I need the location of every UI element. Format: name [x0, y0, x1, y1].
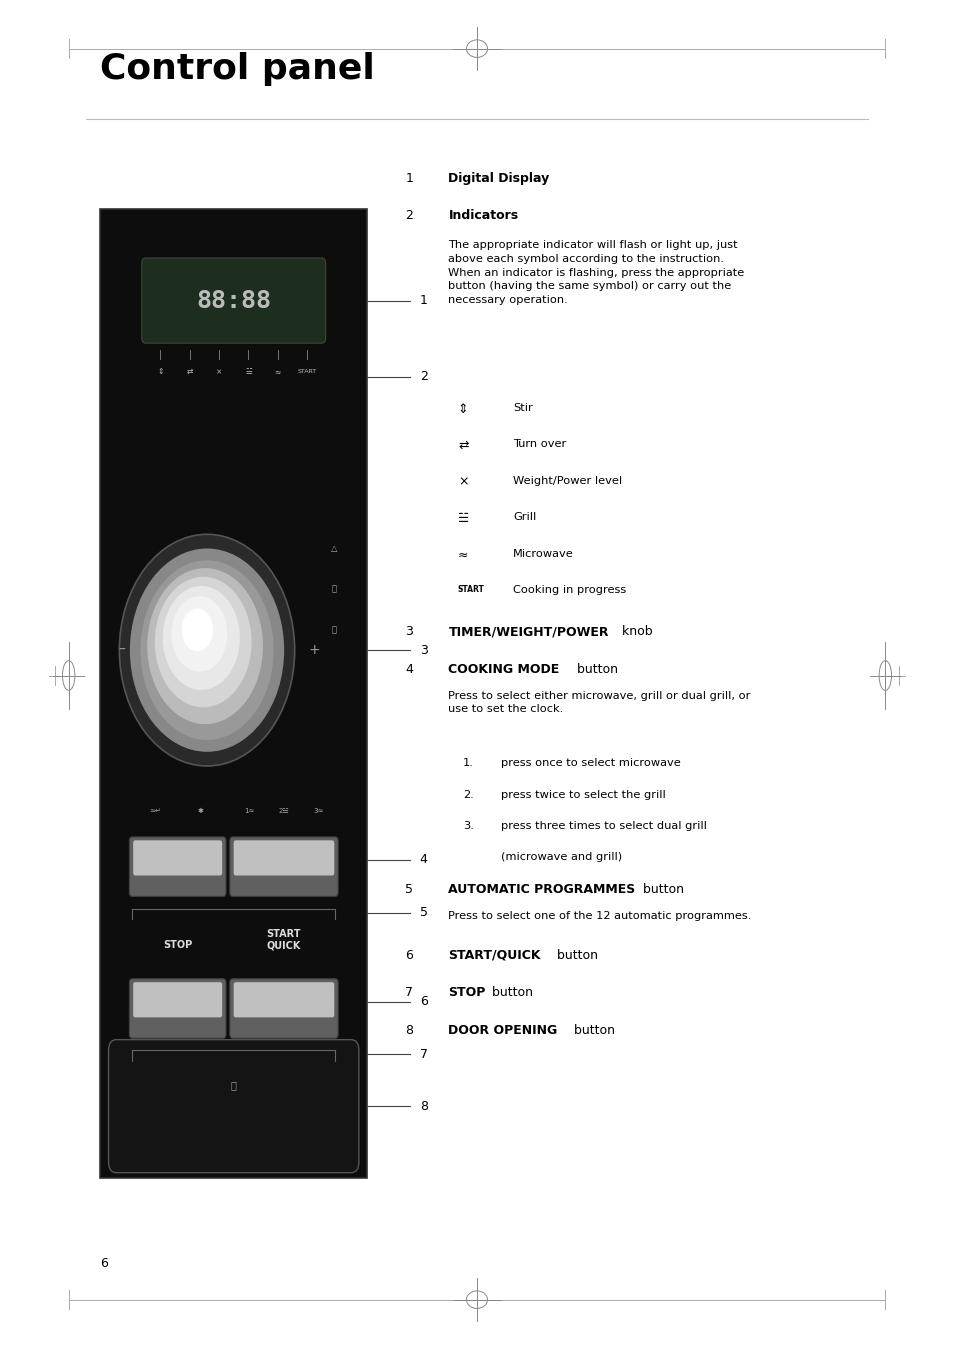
Text: 4: 4: [419, 854, 427, 866]
Bar: [100, 209, 367, 1178]
Bar: [146, 349, 321, 405]
Text: STOP: STOP: [163, 940, 193, 950]
Text: button: button: [488, 986, 533, 1000]
Text: AUTOMATIC PROGRAMMES: AUTOMATIC PROGRAMMES: [448, 882, 635, 896]
Text: 4: 4: [405, 663, 413, 676]
Ellipse shape: [163, 586, 239, 690]
Text: Cooking in progress: Cooking in progress: [513, 585, 626, 594]
FancyBboxPatch shape: [133, 982, 222, 1017]
Text: 7: 7: [405, 986, 413, 1000]
Ellipse shape: [147, 567, 263, 724]
Text: 6: 6: [419, 996, 427, 1008]
Text: ⨯: ⨯: [457, 476, 468, 489]
FancyBboxPatch shape: [230, 836, 337, 896]
Text: Indicators: Indicators: [448, 209, 518, 223]
Text: Weight/Power level: Weight/Power level: [513, 476, 621, 485]
Text: ⇕: ⇕: [457, 403, 468, 416]
Text: 1.: 1.: [462, 758, 473, 769]
Text: –: –: [118, 643, 125, 657]
Text: 3: 3: [419, 643, 427, 657]
FancyBboxPatch shape: [109, 1040, 358, 1173]
Text: 2: 2: [419, 370, 427, 384]
Text: Grill: Grill: [513, 512, 536, 521]
Text: 1: 1: [405, 172, 413, 185]
Text: 8: 8: [405, 1024, 413, 1038]
Text: 7: 7: [419, 1048, 427, 1061]
Text: press three times to select dual grill: press three times to select dual grill: [500, 820, 706, 831]
Text: COOKING MODE: COOKING MODE: [448, 663, 559, 676]
Text: button: button: [639, 882, 683, 896]
Text: STOP: STOP: [448, 986, 485, 1000]
Text: The appropriate indicator will flash or light up, just
above each symbol accordi: The appropriate indicator will flash or …: [448, 240, 744, 305]
Text: Stir: Stir: [513, 403, 533, 412]
FancyBboxPatch shape: [142, 258, 325, 343]
Text: 3≈: 3≈: [313, 808, 323, 815]
Text: Turn over: Turn over: [513, 439, 566, 449]
Text: ⇄: ⇄: [457, 439, 468, 453]
Text: ⇄: ⇄: [186, 366, 193, 376]
Text: Microwave: Microwave: [513, 549, 574, 558]
Text: START
QUICK: START QUICK: [267, 928, 301, 950]
Ellipse shape: [130, 549, 284, 751]
Text: knob: knob: [618, 626, 652, 638]
Text: ⨯: ⨯: [215, 366, 222, 376]
Text: 3.: 3.: [462, 820, 473, 831]
Text: ☱: ☱: [245, 366, 252, 376]
Text: button: button: [573, 663, 618, 676]
Text: 1: 1: [419, 295, 427, 307]
Text: START: START: [457, 585, 484, 594]
Text: press twice to select the grill: press twice to select the grill: [500, 789, 665, 800]
Ellipse shape: [172, 596, 227, 671]
Ellipse shape: [181, 608, 213, 651]
Text: △: △: [331, 544, 336, 554]
Text: ≈↵: ≈↵: [149, 808, 161, 815]
Text: ≈: ≈: [274, 366, 281, 376]
Text: 1≈: 1≈: [244, 808, 254, 815]
Text: START/QUICK: START/QUICK: [448, 948, 540, 962]
Text: 2☱: 2☱: [278, 808, 289, 815]
Text: ⇕: ⇕: [157, 366, 163, 376]
Text: ⏲: ⏲: [331, 585, 336, 594]
Text: 8: 8: [419, 1100, 427, 1113]
Text: 88:88: 88:88: [196, 289, 271, 312]
Text: ⭯: ⭯: [331, 626, 336, 635]
FancyBboxPatch shape: [233, 840, 334, 875]
Text: Control panel: Control panel: [100, 53, 375, 86]
FancyBboxPatch shape: [130, 978, 226, 1038]
Text: button: button: [569, 1024, 614, 1038]
Text: 2: 2: [405, 209, 413, 223]
Text: 6: 6: [405, 948, 413, 962]
Ellipse shape: [140, 561, 274, 740]
Ellipse shape: [154, 577, 252, 708]
FancyBboxPatch shape: [133, 840, 222, 875]
Text: press once to select microwave: press once to select microwave: [500, 758, 679, 769]
Text: button: button: [553, 948, 598, 962]
FancyBboxPatch shape: [233, 982, 334, 1017]
Text: START: START: [297, 369, 316, 374]
Text: ☱: ☱: [457, 512, 469, 526]
Text: Press to select one of the 12 automatic programmes.: Press to select one of the 12 automatic …: [448, 911, 751, 921]
Text: +: +: [308, 643, 319, 657]
Text: ✱: ✱: [197, 808, 203, 815]
Text: 2.: 2.: [462, 789, 473, 800]
Text: Press to select either microwave, grill or dual grill, or
use to set the clock.: Press to select either microwave, grill …: [448, 690, 750, 715]
Text: Digital Display: Digital Display: [448, 172, 549, 185]
Text: 3: 3: [405, 626, 413, 638]
Text: 5: 5: [419, 907, 427, 919]
FancyBboxPatch shape: [130, 836, 226, 896]
Text: 5: 5: [405, 882, 413, 896]
Text: TIMER/WEIGHT/POWER: TIMER/WEIGHT/POWER: [448, 626, 608, 638]
Text: (microwave and grill): (microwave and grill): [500, 851, 621, 862]
Text: DOOR OPENING: DOOR OPENING: [448, 1024, 558, 1038]
Text: ⚿: ⚿: [231, 1081, 236, 1090]
Ellipse shape: [119, 534, 294, 766]
Text: 6: 6: [100, 1256, 108, 1270]
FancyBboxPatch shape: [230, 978, 337, 1038]
Text: ≈: ≈: [457, 549, 468, 562]
